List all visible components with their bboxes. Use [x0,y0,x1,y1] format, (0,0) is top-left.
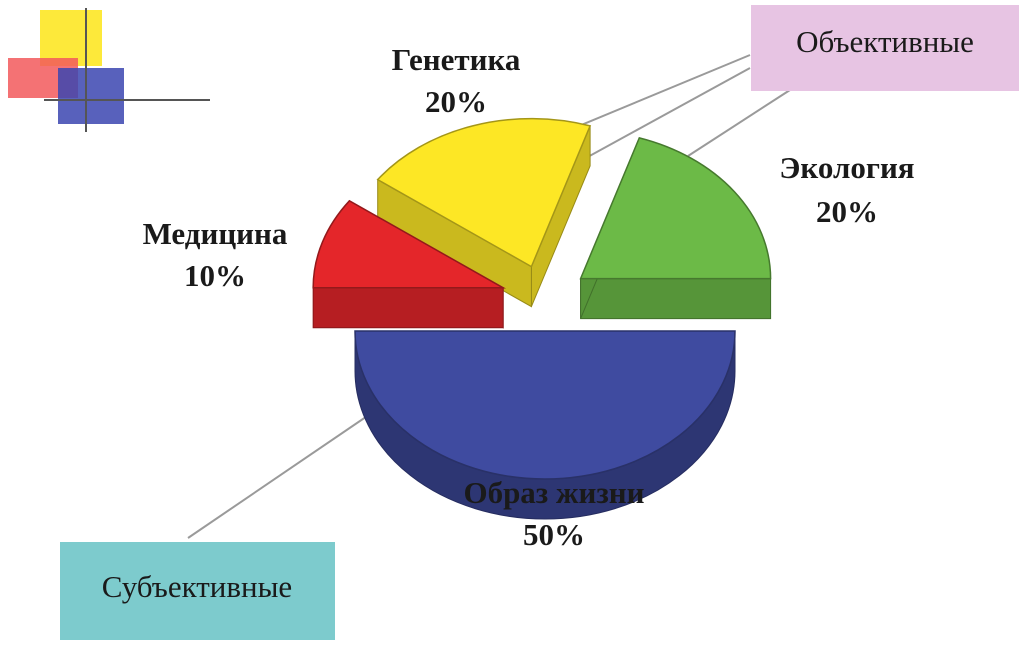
callout-subjective: Субъективные [60,542,335,640]
slice-label-ecology-value: 20% [816,194,878,229]
callout-subjective-box [60,542,335,640]
pie-slice-ecology-top [579,136,772,280]
pie-slice-lifestyle-top [354,330,736,480]
slice-label-medicine-name: Медицина [143,216,288,251]
pie-slice-lifestyle [354,330,736,520]
slice-label-ecology-name: Экология [779,150,914,185]
slice-label-genetics-value: 20% [425,84,487,119]
slice-label-lifestyle-name: Образ жизни [463,475,644,510]
pie-slice-medicine-edge-0 [312,287,504,329]
callout-subjective-label: Субъективные [102,569,292,604]
pie-slice-medicine [312,199,507,329]
slice-label-lifestyle-value: 50% [523,517,585,552]
slice-labels: Медицина 10% Генетика 20% Экология 20% О… [143,42,915,552]
pie-slice-genetics-top [376,117,592,268]
slice-label-genetics-name: Генетика [392,42,521,77]
pie-slice-medicine-top [312,199,507,289]
callout-objective: Объективные [751,5,1019,91]
slice-label-medicine-value: 10% [184,258,246,293]
pie-slices [312,117,772,520]
pie-slice-ecology-edge-1 [580,278,772,320]
pie-slice-ecology [579,136,772,320]
corner-logo [8,8,210,132]
callout-objective-label: Объективные [796,24,974,59]
callout-objective-box [751,5,1019,91]
